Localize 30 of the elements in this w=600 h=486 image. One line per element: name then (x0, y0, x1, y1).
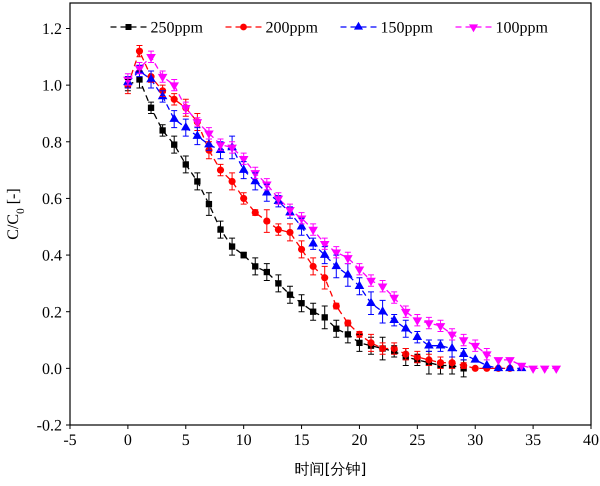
y-tick-label: 0.6 (42, 191, 62, 208)
y-tick-label: 0.8 (42, 134, 62, 152)
legend-label: 250ppm (150, 20, 204, 37)
x-tick-label: 10 (236, 432, 252, 449)
point (528, 366, 538, 374)
point (494, 357, 504, 366)
point (472, 364, 479, 372)
x-axis-title: 时间[分钟] (294, 460, 366, 478)
x-tick-label: 5 (182, 432, 190, 449)
y-tick-label: 0.4 (42, 248, 62, 265)
y-tick-label: 1.0 (42, 78, 62, 95)
y-tick-label: -0.2 (36, 418, 62, 435)
x-tick-label: 30 (467, 432, 484, 449)
y-tick-label: 0.0 (42, 360, 62, 378)
x-tick-label: 15 (294, 432, 310, 449)
y-tick-label: 1.2 (42, 21, 62, 38)
point (551, 366, 562, 374)
y-tick-label: 0.2 (42, 304, 62, 322)
point (505, 357, 515, 366)
x-tick-label: 40 (583, 432, 599, 449)
legend-label: 100ppm (496, 20, 548, 37)
x-tick-label: 25 (409, 432, 426, 449)
x-tick-label: 35 (525, 432, 542, 449)
point (470, 354, 480, 363)
x-tick-label: 0 (124, 432, 132, 449)
legend-label: 200ppm (266, 20, 318, 37)
legend-label: 150ppm (380, 20, 434, 37)
point (540, 366, 550, 374)
x-tick-label: -5 (63, 432, 77, 449)
x-tick-label: 20 (351, 432, 368, 449)
